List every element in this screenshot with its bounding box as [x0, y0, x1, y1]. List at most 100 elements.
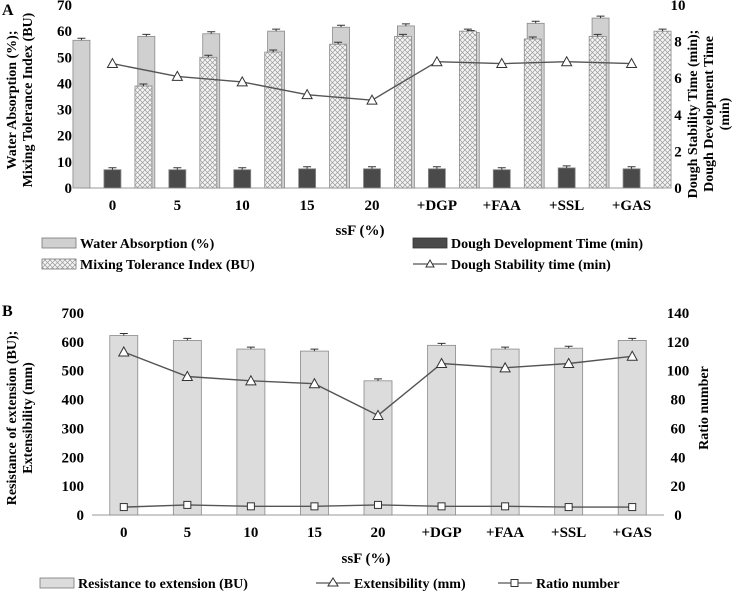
panel-a-point-dough-stability-time-min-5: [171, 70, 184, 81]
panel-a-xtick-gas: +GAS: [612, 198, 651, 214]
panel-b-bar-resistance-to-extension-bu-faa: [490, 348, 520, 516]
panel-a-errorbar-dough-development-time-min-gas: [627, 166, 636, 169]
panel-a-errorbar-dough-development-time-min-ssl: [562, 165, 571, 168]
panel-a-bar-mixing-tolerance-index-bu-10: [264, 51, 283, 189]
panel-a-xtick-15: 15: [300, 198, 315, 214]
panel-a-errorbar-water-absorption-10: [207, 31, 216, 34]
panel-b-point-ratio-number-20: [374, 500, 382, 509]
panel-b-point-ratio-number-0: [119, 503, 128, 512]
panel-b-y2tick-80: 80: [671, 393, 686, 409]
panel-a-errorbar-dough-development-time-min-20: [368, 166, 376, 169]
panel-a-ytick-10: 10: [57, 155, 72, 171]
panel-b-y2tick-40: 40: [671, 450, 686, 466]
panel-a-y2tick-8: 8: [674, 35, 682, 51]
panel-b-ytick-100: 100: [62, 479, 85, 495]
panel-b-xtick-ssl: +SSL: [551, 525, 586, 541]
panel-b-point-ratio-number-10: [246, 502, 255, 511]
panel-a-errorbar-mixing-tolerance-index-bu-20: [399, 33, 407, 37]
panel-a-point-dough-stability-time-min-10: [236, 75, 249, 87]
panel-b-errorbar-resistance-to-extension-bu-10: [246, 346, 255, 350]
panel-a-y2tick-4: 4: [674, 108, 682, 124]
panel-a-bar-dough-development-time-min-5: [168, 169, 187, 189]
panel-b-errorbar-resistance-to-extension-bu-gas: [628, 337, 637, 341]
panel-b-y2tick-100: 100: [667, 364, 690, 380]
panel-b-point-ratio-number-faa: [501, 502, 510, 511]
panel-a-bar-mixing-tolerance-index-bu-0: [134, 85, 153, 189]
panel-b-xtick-15: 15: [307, 525, 322, 541]
panel-b-bar-resistance-to-extension-bu-ssl: [554, 347, 584, 516]
panel-a-errorbar-mixing-tolerance-index-bu-ssl: [593, 33, 602, 37]
panel-b-point-extensibility-mm-faa: [499, 361, 511, 373]
panel-a-y2tick-2: 2: [674, 144, 682, 160]
panel-b-ylabel-1: Resistance of extension (BU);: [5, 331, 20, 506]
panel-b-y2tick-0: 0: [674, 508, 682, 524]
panel-b-xtick-faa: +FAA: [486, 525, 524, 541]
panel-b-errorbar-resistance-to-extension-bu-dgp: [437, 342, 446, 346]
legend-marker-dough-stability: [425, 258, 435, 268]
panel-a-bar-dough-development-time-min-faa: [492, 169, 511, 189]
panel-b-bar-resistance-to-extension-bu-gas: [617, 340, 647, 516]
legend-marker-extensibility: [327, 577, 339, 587]
panel-b-bar-resistance-to-extension-bu-5: [172, 340, 202, 516]
panel-a-bar-mixing-tolerance-index-bu-faa: [523, 38, 542, 189]
panel-a-errorbar-dough-development-time-min-dgp: [432, 166, 441, 169]
panel-b-bar-resistance-to-extension-bu-10: [236, 348, 266, 516]
panel-a-bar-dough-development-time-min-0: [103, 169, 122, 189]
panel-a-errorbar-dough-development-time-min-5: [173, 167, 182, 170]
panel-b-ytick-200: 200: [62, 450, 85, 466]
panel-a-point-dough-stability-time-min-15: [301, 88, 313, 100]
panel-a-legend: Water Absorption (%) Dough Development T…: [41, 237, 643, 273]
panel-a-point-dough-stability-time-min-20: [366, 94, 378, 105]
panel-b-plot: 0100200300400500600700020406080100120140…: [62, 306, 690, 541]
panel-a-y2tick-0: 0: [674, 181, 682, 197]
panel-a-errorbar-mixing-tolerance-index-bu-faa: [528, 36, 537, 39]
panel-b-errorbar-resistance-to-extension-bu-20: [374, 378, 382, 381]
panel-a-point-dough-stability-time-min-dgp: [431, 55, 443, 67]
panel-b-ytick-400: 400: [62, 393, 85, 409]
panel-a-xtick-20: 20: [365, 198, 380, 214]
panel-b-ytick-300: 300: [62, 421, 85, 437]
legend-label-extensibility: Extensibility (mm): [354, 577, 466, 592]
panel-b-legend: Resistance to extension (BU) Extensibili…: [39, 577, 620, 592]
panel-b-point-ratio-number-dgp: [437, 502, 446, 511]
panel-a-bar-mixing-tolerance-index-bu-ssl: [588, 35, 607, 189]
panel-b-bar-resistance-to-extension-bu-0: [109, 335, 139, 516]
panel-b-ytick-600: 600: [62, 335, 85, 351]
legend-label-ratio: Ratio number: [536, 577, 620, 592]
panel-label-a: A: [2, 2, 14, 19]
panel-a-errorbar-mixing-tolerance-index-bu-5: [204, 54, 213, 58]
panel-a-errorbar-dough-development-time-min-faa: [497, 167, 506, 170]
panel-b-xlabel: ssF (%): [341, 551, 390, 567]
panel-a-xtick-faa: +FAA: [483, 198, 521, 214]
panel-a-bar-dough-development-time-min-20: [363, 168, 381, 189]
panel-a-errorbar-mixing-tolerance-index-bu-0: [139, 83, 148, 87]
panel-a-ytick-60: 60: [57, 24, 72, 40]
panel-b-point-extensibility-mm-gas: [626, 350, 639, 361]
panel-b-xtick-5: 5: [184, 525, 192, 541]
panel-a-ytick-40: 40: [57, 76, 72, 92]
panel-b-bar-resistance-to-extension-bu-dgp: [427, 344, 456, 516]
panel-a-bar-dough-development-time-min-ssl: [557, 167, 576, 189]
panel-b-y2tick-120: 120: [667, 335, 690, 351]
panel-a-errorbar-mixing-tolerance-index-bu-15: [334, 41, 343, 45]
legend-label-dough-development: Dough Development Time (min): [451, 237, 643, 252]
panel-b-point-extensibility-mm-0: [117, 345, 130, 357]
panel-a-errorbar-mixing-tolerance-index-bu-dgp: [463, 28, 472, 32]
panel-a-y2label-2: Dough Development Time: [702, 36, 717, 192]
panel-b-errorbar-resistance-to-extension-bu-ssl: [564, 345, 573, 349]
panel-b-point-ratio-number-15: [310, 502, 319, 511]
panel-a-point-dough-stability-time-min-gas: [625, 57, 638, 69]
legend-label-dough-stability: Dough Stability time (min): [451, 258, 611, 273]
panel-a-errorbar-water-absorption-ssl: [531, 20, 540, 24]
panel-a-errorbar-water-absorption-0: [77, 37, 86, 41]
panel-b-ytick-0: 0: [77, 508, 85, 524]
panel-a-bar-dough-development-time-min-gas: [622, 168, 641, 189]
legend-label-mixing-tolerance: Mixing Tolerance Index (BU): [80, 258, 255, 273]
legend-swatch-mixing-tolerance: [41, 258, 77, 270]
legend-swatch-dough-development: [412, 237, 448, 249]
legend-swatch-water-absorption: [41, 237, 77, 249]
panel-b-y2label-1: Ratio number: [697, 366, 712, 450]
panel-b-point-extensibility-mm-15: [308, 377, 321, 389]
panel-a-bar-dough-development-time-min-15: [298, 168, 317, 189]
